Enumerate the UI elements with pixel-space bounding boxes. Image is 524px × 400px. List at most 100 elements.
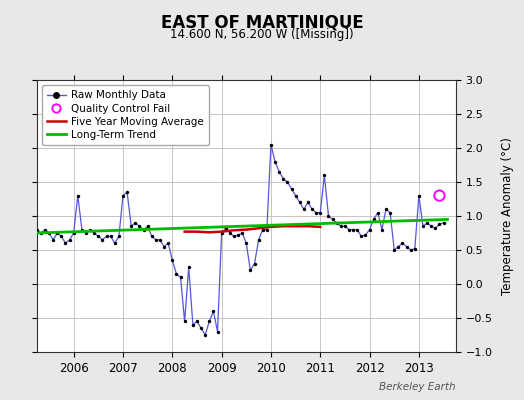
Point: [144, 223, 152, 229]
Point: [66, 237, 74, 243]
Point: [37, 230, 45, 236]
Point: [24, 169, 32, 175]
Point: [20, 179, 28, 185]
Point: [279, 175, 288, 182]
Point: [386, 210, 395, 216]
Point: [374, 210, 382, 216]
Point: [94, 233, 103, 240]
Point: [189, 322, 197, 328]
Point: [304, 199, 312, 206]
Point: [86, 226, 94, 233]
Point: [296, 199, 304, 206]
Point: [271, 158, 279, 165]
Point: [209, 308, 217, 314]
Point: [357, 233, 366, 240]
Text: 14.600 N, 56.200 W ([Missing]): 14.600 N, 56.200 W ([Missing]): [170, 28, 354, 41]
Point: [41, 226, 49, 233]
Point: [111, 240, 119, 246]
Point: [131, 220, 139, 226]
Point: [414, 192, 423, 199]
Text: EAST OF MARTINIQUE: EAST OF MARTINIQUE: [161, 14, 363, 32]
Point: [135, 223, 144, 229]
Point: [156, 237, 164, 243]
Point: [230, 233, 238, 240]
Point: [20, 179, 28, 185]
Point: [427, 223, 435, 229]
Point: [226, 230, 234, 236]
Point: [382, 206, 390, 212]
Legend: Raw Monthly Data, Quality Control Fail, Five Year Moving Average, Long-Term Tren: Raw Monthly Data, Quality Control Fail, …: [42, 85, 209, 145]
Point: [333, 220, 341, 226]
Point: [341, 223, 349, 229]
Point: [168, 257, 177, 263]
Point: [353, 226, 362, 233]
Point: [53, 230, 61, 236]
Point: [98, 237, 106, 243]
Point: [390, 247, 398, 253]
Point: [258, 226, 267, 233]
Point: [32, 226, 41, 233]
Point: [193, 318, 201, 325]
Point: [287, 186, 296, 192]
Point: [197, 325, 205, 331]
Point: [205, 318, 213, 325]
Point: [78, 226, 86, 233]
Point: [242, 240, 250, 246]
Point: [123, 189, 132, 195]
Point: [423, 220, 431, 226]
Point: [336, 223, 345, 229]
Point: [61, 240, 70, 246]
Point: [82, 230, 90, 236]
Point: [291, 192, 300, 199]
Point: [316, 210, 324, 216]
Point: [49, 237, 57, 243]
Point: [431, 225, 440, 232]
Point: [255, 237, 263, 243]
Point: [361, 232, 369, 238]
Point: [184, 264, 193, 270]
Text: Berkeley Earth: Berkeley Earth: [379, 382, 456, 392]
Point: [435, 192, 444, 199]
Point: [115, 233, 123, 240]
Point: [439, 220, 447, 226]
Point: [238, 230, 246, 236]
Point: [394, 243, 402, 250]
Point: [263, 226, 271, 233]
Point: [324, 213, 333, 219]
Point: [419, 223, 427, 229]
Point: [57, 233, 66, 240]
Point: [127, 223, 135, 229]
Point: [177, 274, 185, 280]
Point: [73, 192, 82, 199]
Point: [365, 226, 374, 233]
Point: [217, 230, 226, 236]
Point: [435, 221, 444, 227]
Point: [201, 332, 210, 338]
Point: [148, 233, 156, 240]
Point: [378, 226, 386, 233]
Point: [320, 172, 329, 178]
Point: [102, 233, 111, 240]
Point: [308, 206, 316, 212]
Point: [172, 270, 181, 277]
Point: [28, 223, 37, 229]
Point: [250, 260, 259, 267]
Y-axis label: Temperature Anomaly (°C): Temperature Anomaly (°C): [501, 137, 514, 295]
Point: [106, 233, 115, 240]
Point: [407, 247, 415, 253]
Point: [139, 226, 148, 233]
Point: [160, 243, 168, 250]
Point: [213, 328, 222, 335]
Point: [349, 226, 357, 233]
Point: [119, 192, 127, 199]
Point: [222, 225, 230, 232]
Point: [283, 179, 291, 185]
Point: [90, 230, 99, 236]
Point: [24, 169, 32, 175]
Point: [398, 240, 407, 246]
Point: [45, 230, 53, 236]
Point: [312, 210, 320, 216]
Point: [164, 240, 172, 246]
Point: [369, 216, 378, 222]
Point: [234, 232, 242, 238]
